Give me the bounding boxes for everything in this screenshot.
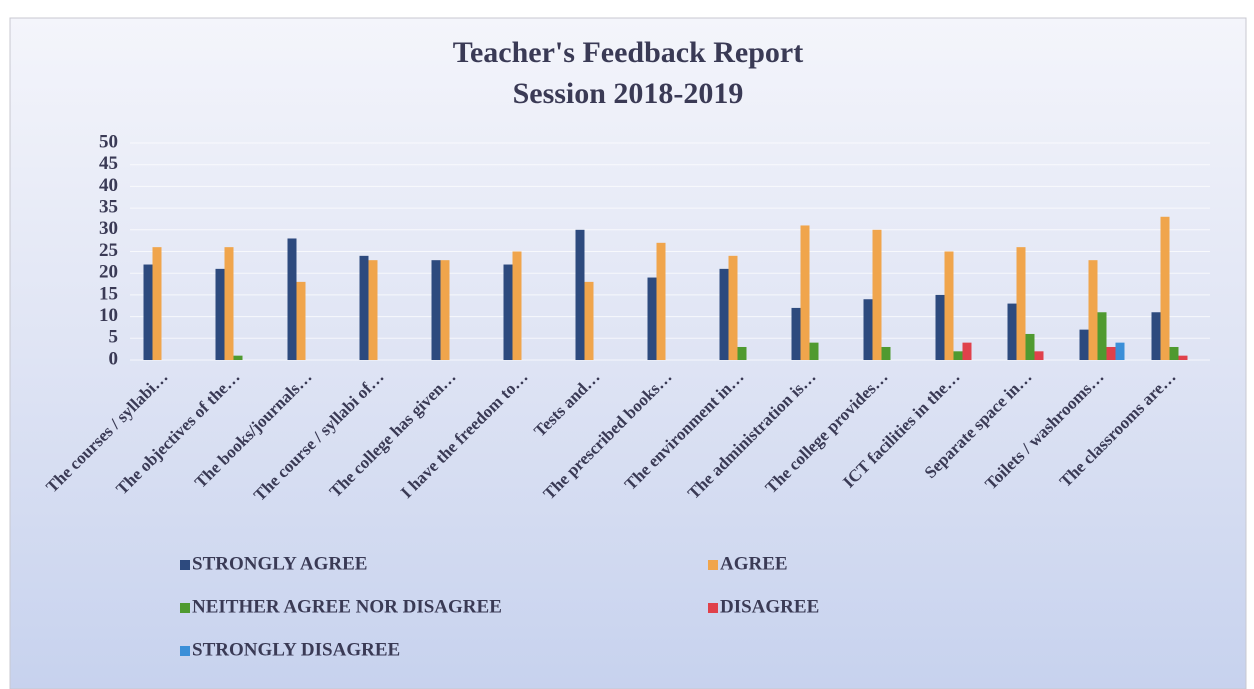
chart-subtitle: Session 2018-2019 <box>513 77 744 110</box>
bar <box>1034 351 1044 360</box>
bar <box>737 346 747 360</box>
y-tick-label: 25 <box>99 240 118 261</box>
bar <box>1088 260 1098 360</box>
bar <box>1016 247 1026 360</box>
bar <box>809 342 819 360</box>
bar <box>935 294 945 360</box>
bar <box>215 268 225 360</box>
bar <box>1097 312 1107 360</box>
bar <box>1025 333 1035 360</box>
legend-label: NEITHER AGREE NOR DISAGREE <box>192 596 502 617</box>
bar <box>791 307 801 360</box>
bar <box>503 264 513 360</box>
legend-label: DISAGREE <box>720 596 819 617</box>
bar <box>233 355 243 360</box>
bar <box>656 242 666 360</box>
legend-swatch <box>708 560 718 570</box>
y-tick-label: 20 <box>99 262 118 283</box>
bar <box>1160 216 1170 360</box>
bar <box>962 342 972 360</box>
bar <box>575 229 585 360</box>
legend-label: STRONGLY AGREE <box>192 553 367 574</box>
legend-swatch <box>180 603 190 613</box>
y-tick-label: 30 <box>99 218 118 239</box>
chart-title: Teacher's Feedback Report <box>453 36 804 69</box>
bar <box>719 268 729 360</box>
legend-swatch <box>180 646 190 656</box>
y-tick-label: 50 <box>99 131 118 152</box>
legend-swatch <box>708 603 718 613</box>
bar <box>800 225 810 360</box>
bar <box>872 229 882 360</box>
y-tick-label: 10 <box>99 305 118 326</box>
bar <box>1115 342 1125 360</box>
bar <box>287 238 297 360</box>
bar <box>368 260 378 360</box>
y-tick-label: 35 <box>99 196 118 217</box>
y-tick-label: 0 <box>109 348 119 369</box>
bar <box>584 281 594 360</box>
bar <box>944 251 954 360</box>
bar <box>359 255 369 360</box>
bar <box>296 281 306 360</box>
legend-swatch <box>180 560 190 570</box>
bar <box>647 277 657 360</box>
bar <box>1079 329 1089 360</box>
y-tick-label: 45 <box>99 153 118 174</box>
y-tick-label: 5 <box>109 327 119 348</box>
bar <box>1151 312 1161 360</box>
bar <box>863 299 873 360</box>
y-tick-label: 40 <box>99 175 118 196</box>
bar <box>1106 346 1116 360</box>
bar <box>1007 303 1017 360</box>
bar <box>224 247 234 360</box>
bar <box>1178 355 1188 360</box>
bar <box>953 351 963 360</box>
legend-label: STRONGLY DISAGREE <box>192 639 400 660</box>
bar <box>881 346 891 360</box>
bar <box>431 260 441 360</box>
bar <box>152 247 162 360</box>
bar <box>1169 346 1179 360</box>
chart-background <box>9 17 1247 689</box>
bar <box>143 264 153 360</box>
bar <box>728 255 738 360</box>
bar <box>440 260 450 360</box>
legend-label: AGREE <box>720 553 788 574</box>
y-tick-label: 15 <box>99 283 118 304</box>
bar <box>512 251 522 360</box>
